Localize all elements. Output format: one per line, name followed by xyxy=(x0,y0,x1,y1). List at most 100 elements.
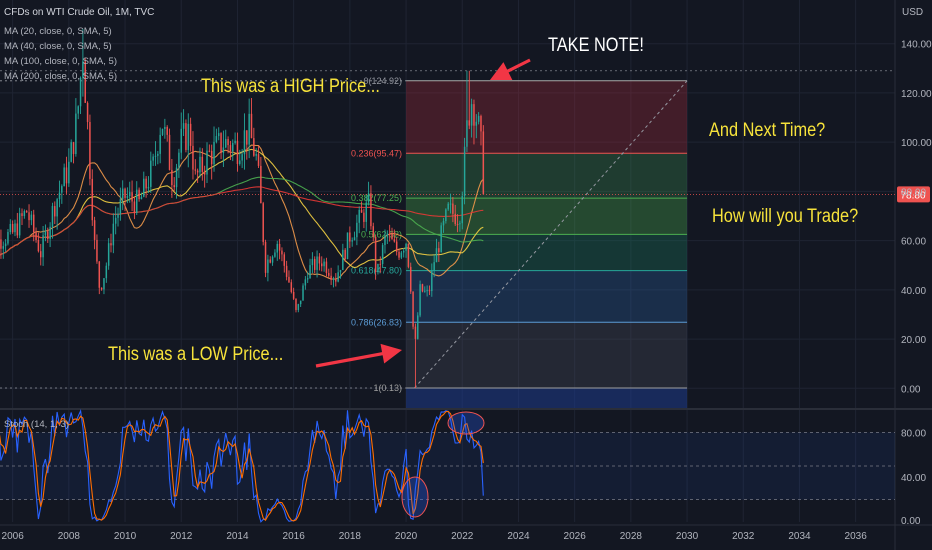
candle-body xyxy=(119,199,122,214)
candle-body xyxy=(51,206,54,227)
candle-body xyxy=(318,256,321,264)
time-tick-label: 2022 xyxy=(451,531,474,542)
ma20-line xyxy=(0,144,484,280)
candle-body xyxy=(283,254,286,266)
candle-body xyxy=(281,250,283,255)
candle-body xyxy=(360,209,363,213)
candle-body xyxy=(363,212,365,222)
candle-body xyxy=(229,145,232,152)
candle-body xyxy=(292,291,295,299)
candle-body xyxy=(398,251,400,258)
candle-body xyxy=(89,122,91,179)
candle-body xyxy=(215,136,218,142)
candle-body xyxy=(47,231,49,239)
candle-body xyxy=(269,259,271,263)
candle-body xyxy=(290,282,293,292)
candle-body xyxy=(239,160,241,164)
candle-body xyxy=(255,154,257,156)
time-tick-label: 2028 xyxy=(620,531,643,542)
candle-body xyxy=(145,178,147,189)
fib-level-label: 1(0.13) xyxy=(374,383,403,393)
candle-body xyxy=(11,224,14,233)
candle-body xyxy=(39,251,42,258)
time-tick-label: 2016 xyxy=(283,531,306,542)
candle-body xyxy=(185,123,187,150)
candle-body xyxy=(351,240,353,242)
candle-body xyxy=(409,266,412,292)
candle-body xyxy=(4,243,7,247)
candle-body xyxy=(482,131,485,195)
candlesticks xyxy=(0,28,485,388)
candle-body xyxy=(21,213,23,217)
candle-body xyxy=(82,61,84,78)
candle-body xyxy=(316,256,318,270)
candle-body xyxy=(14,223,16,233)
candle-body xyxy=(466,120,468,147)
candle-body xyxy=(236,140,239,164)
candle-body xyxy=(431,270,433,292)
price-tick-label: 20.00 xyxy=(901,335,926,346)
candle-body xyxy=(25,211,28,213)
candle-body xyxy=(353,237,356,241)
candle-body xyxy=(346,232,349,259)
candle-body xyxy=(461,196,464,224)
candle-body xyxy=(332,278,335,280)
last-price-tag xyxy=(897,186,930,203)
candle-body xyxy=(278,243,281,251)
ma200-line xyxy=(0,186,484,256)
candle-body xyxy=(372,226,375,238)
candle-body xyxy=(358,209,360,223)
time-tick-label: 2034 xyxy=(788,531,811,542)
candle-body xyxy=(370,193,372,227)
candle-body xyxy=(79,77,82,107)
candle-body xyxy=(194,169,197,171)
candle-body xyxy=(473,104,475,126)
candle-body xyxy=(250,113,253,139)
candle-body xyxy=(35,232,37,241)
time-tick-label: 2014 xyxy=(226,531,249,542)
candle-body xyxy=(110,243,112,246)
candle-body xyxy=(374,237,377,272)
time-tick-label: 2026 xyxy=(564,531,587,542)
candle-body xyxy=(72,142,75,154)
fib-level-label: 0.5(62.52) xyxy=(361,229,402,239)
fib-zone xyxy=(406,322,688,388)
price-tick-label: 40.00 xyxy=(901,286,926,297)
ma40-legend[interactable]: MA (40, close, 0, SMA, 5) xyxy=(4,41,112,52)
candle-body xyxy=(192,145,194,170)
time-tick-label: 2006 xyxy=(2,531,25,542)
candle-body xyxy=(86,102,89,123)
ma20-legend[interactable]: MA (20, close, 0, SMA, 5) xyxy=(4,26,112,37)
time-tick-label: 2032 xyxy=(732,531,755,542)
candle-body xyxy=(68,161,70,184)
price-tick-label: 140.00 xyxy=(901,40,932,51)
candle-body xyxy=(276,243,279,253)
candle-body xyxy=(417,315,419,339)
candle-body xyxy=(468,120,471,126)
candle-body xyxy=(178,152,180,168)
fibonacci-retracement: 0(124.92) 0.236(95.47) 0.382(77.25) 0.5(62.… xyxy=(0,70,895,408)
candle-body xyxy=(7,232,9,244)
candle-body xyxy=(475,121,478,126)
candle-body xyxy=(381,245,384,264)
candle-body xyxy=(253,138,255,156)
how-trade-annotation: How will you Trade? xyxy=(712,206,859,227)
candle-body xyxy=(159,134,161,154)
candle-body xyxy=(77,106,79,114)
stoch-high-highlight xyxy=(447,411,485,435)
fib-level-label: 0(124.92) xyxy=(364,76,403,86)
candle-body xyxy=(227,139,229,146)
candle-body xyxy=(407,243,410,267)
fib-level-label: 0.786(26.83) xyxy=(351,317,402,327)
candle-body xyxy=(224,139,227,148)
stoch-legend[interactable]: Stoch (14, 1, 3) xyxy=(4,419,69,430)
moving-averages xyxy=(0,144,484,280)
ma100-legend[interactable]: MA (100, close, 0, SMA, 5) xyxy=(4,56,117,67)
candle-body xyxy=(442,221,445,226)
ma200-legend[interactable]: MA (200, close, 0, SMA, 5) xyxy=(4,71,117,82)
candle-body xyxy=(91,178,94,221)
candle-body xyxy=(58,192,61,200)
symbol-title: CFDs on WTI Crude Oil, 1M, TVC xyxy=(4,7,155,18)
